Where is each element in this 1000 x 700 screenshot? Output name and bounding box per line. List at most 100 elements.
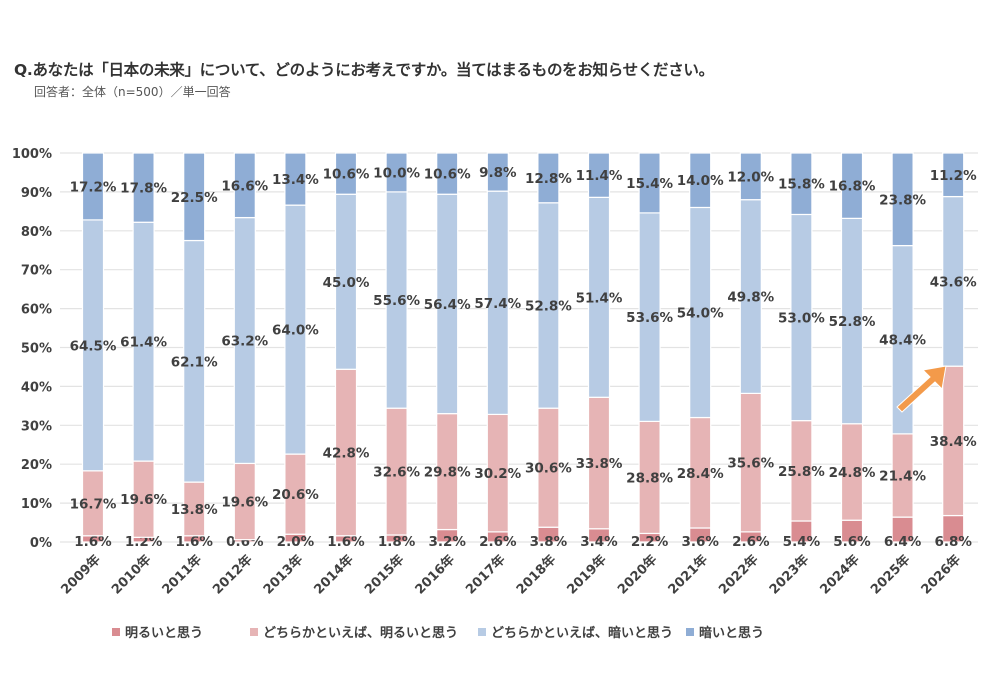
x-tick-label: 2014年 [311, 552, 357, 598]
data-label: 16.6% [221, 178, 268, 194]
data-label: 13.4% [272, 172, 319, 188]
data-label: 2.0% [277, 534, 315, 550]
bar-segment [790, 152, 813, 216]
data-label: 13.8% [171, 502, 218, 518]
y-tick-label: 20% [21, 458, 52, 473]
legend-swatch [112, 628, 120, 636]
data-label: 32.6% [373, 465, 420, 481]
chart-subtitle: 回答者：全体（n=500）／単一回答 [34, 85, 231, 99]
bar-segment [537, 152, 560, 204]
bar-segment [233, 152, 256, 219]
data-label: 1.6% [327, 534, 365, 550]
chart-title: Q.あなたは「日本の未来」について、どのようにお考えですか。当てはまるものをお知… [14, 61, 714, 79]
x-tick-label: 2020年 [614, 552, 660, 598]
x-tick-label: 2010年 [108, 552, 154, 598]
data-label: 12.8% [525, 171, 572, 187]
y-tick-label: 10% [21, 497, 52, 512]
data-label: 25.8% [778, 464, 825, 480]
data-label: 49.8% [727, 290, 774, 306]
data-label: 10.6% [424, 167, 471, 183]
data-label: 16.8% [829, 179, 876, 195]
data-label: 63.2% [221, 333, 268, 349]
bar-segment [840, 152, 864, 219]
x-tick-label: 2023年 [766, 552, 812, 598]
data-label: 6.4% [884, 534, 922, 550]
legend-swatch [250, 628, 258, 636]
data-label: 17.8% [120, 181, 167, 197]
data-label: 53.6% [626, 310, 673, 326]
data-label: 5.4% [783, 534, 821, 550]
data-label: 17.2% [70, 179, 117, 195]
bar-segment [183, 152, 206, 242]
data-label: 30.6% [525, 461, 572, 477]
data-label: 64.0% [272, 323, 319, 339]
data-label: 48.4% [879, 333, 926, 349]
bar-segment [385, 152, 408, 193]
bar-segment [334, 152, 358, 195]
data-label: 54.0% [677, 305, 724, 321]
data-label: 28.8% [626, 470, 673, 486]
data-label: 35.6% [727, 456, 774, 472]
data-label: 21.4% [879, 468, 926, 484]
y-tick-label: 70% [21, 264, 52, 279]
legend-label: 明るいと思う [125, 626, 203, 641]
data-label: 55.6% [373, 293, 420, 309]
y-tick-label: 40% [21, 380, 52, 395]
x-tick-label: 2009年 [58, 552, 104, 598]
legend-label: どちらかといえば、暗いと思う [491, 625, 673, 641]
data-label: 43.6% [930, 274, 977, 290]
bar-segment [942, 152, 965, 198]
arrow-icon [896, 365, 947, 413]
data-label: 24.8% [829, 465, 876, 481]
y-tick-label: 60% [21, 303, 52, 318]
x-tick-label: 2018年 [513, 552, 559, 598]
data-label: 52.8% [525, 298, 572, 314]
data-label: 30.2% [474, 466, 521, 482]
data-label: 3.8% [530, 534, 568, 550]
data-label: 15.4% [626, 176, 673, 192]
data-label: 52.8% [829, 314, 876, 330]
y-tick-label: 0% [30, 536, 52, 551]
bar-segment [891, 152, 914, 247]
data-label: 56.4% [424, 297, 471, 313]
data-label: 45.0% [323, 275, 370, 291]
data-label: 1.6% [74, 534, 112, 550]
data-label: 1.2% [125, 534, 163, 550]
bar-segment [284, 152, 307, 206]
legend-swatch [686, 628, 694, 636]
data-label: 57.4% [474, 296, 521, 312]
x-tick-label: 2012年 [210, 552, 256, 598]
bar-segment [739, 152, 762, 201]
x-tick-label: 2015年 [361, 552, 407, 598]
x-tick-label: 2026年 [918, 552, 964, 598]
data-label: 29.8% [424, 465, 471, 481]
data-label: 16.7% [70, 496, 117, 512]
x-tick-label: 2022年 [716, 552, 762, 598]
data-label: 1.8% [378, 534, 416, 550]
bar-segment [132, 152, 155, 223]
data-label: 64.5% [70, 338, 117, 354]
data-label: 42.8% [323, 446, 370, 462]
data-label: 5.6% [833, 534, 871, 550]
data-label: 3.6% [681, 534, 719, 550]
data-label: 11.2% [930, 168, 977, 184]
data-label: 38.4% [930, 434, 977, 450]
data-label: 62.1% [171, 354, 218, 370]
x-tick-label: 2025年 [867, 552, 913, 598]
data-label: 53.0% [778, 311, 825, 327]
data-label: 28.4% [677, 466, 724, 482]
data-label: 1.6% [175, 534, 213, 550]
data-label: 9.8% [479, 165, 517, 181]
y-tick-label: 100% [12, 147, 52, 162]
data-label: 2.2% [631, 534, 669, 550]
data-label: 3.4% [580, 534, 618, 550]
data-label: 10.0% [373, 165, 420, 181]
bar-segment [587, 152, 611, 198]
data-label: 33.8% [576, 456, 623, 472]
legend-swatch [478, 628, 486, 636]
bar-segment [81, 152, 105, 221]
data-label: 15.8% [778, 177, 825, 193]
legend-label: どちらかといえば、明るいと思う [263, 626, 458, 641]
